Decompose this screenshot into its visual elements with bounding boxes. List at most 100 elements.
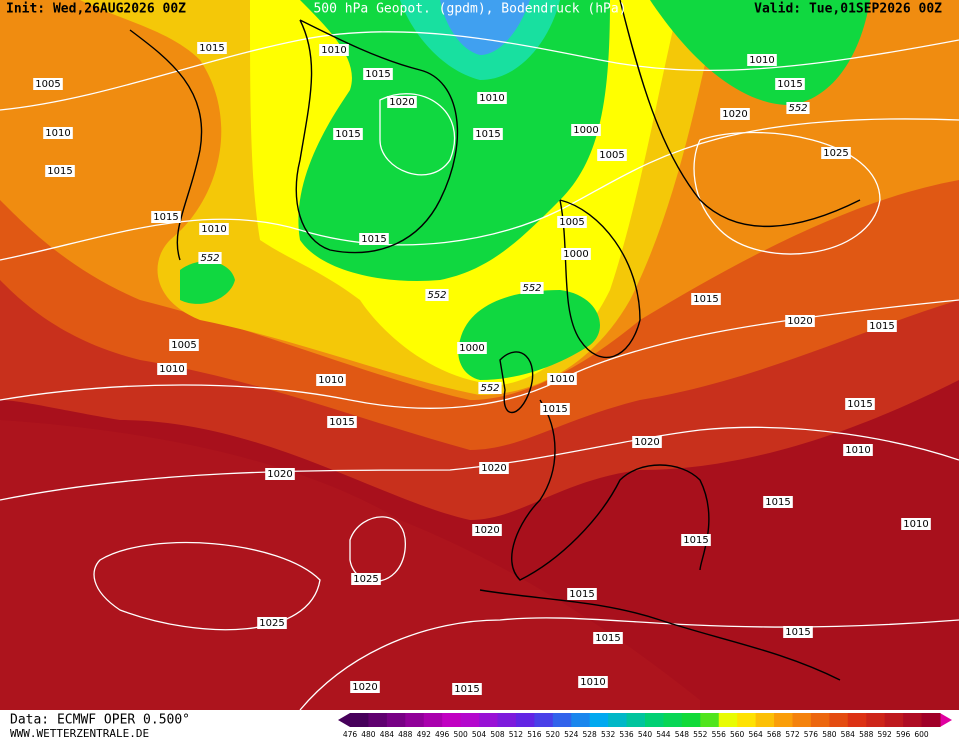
legend-tick-label: 600 bbox=[914, 730, 929, 739]
legend-tick-label: 528 bbox=[583, 730, 598, 739]
legend-swatch bbox=[700, 713, 720, 727]
label-box bbox=[197, 42, 227, 54]
legend-tick-label: 496 bbox=[435, 730, 450, 739]
label-box bbox=[479, 462, 509, 474]
coastlines bbox=[129, 0, 861, 681]
label-box bbox=[747, 54, 777, 66]
label-box bbox=[632, 436, 662, 448]
legend-tick-label: 480 bbox=[361, 730, 376, 739]
legend-swatch bbox=[681, 713, 701, 727]
website: WWW.WETTERZENTRALE.DE bbox=[10, 727, 149, 740]
isobar-label: 1005 bbox=[599, 150, 624, 161]
isobar-label: 1010 bbox=[45, 128, 70, 139]
label-box bbox=[867, 320, 897, 332]
legend-swatch bbox=[608, 713, 628, 727]
label-box bbox=[567, 588, 597, 600]
legend-swatch bbox=[442, 713, 462, 727]
isobar-label: 1010 bbox=[903, 519, 928, 530]
isobar-label: 1005 bbox=[171, 340, 196, 351]
isobar-label: 1010 bbox=[321, 45, 346, 56]
isobar-label: 1015 bbox=[683, 535, 708, 546]
isobar-label: 1020 bbox=[389, 97, 414, 108]
legend-swatch bbox=[737, 713, 757, 727]
legend-swatch bbox=[368, 713, 388, 727]
label-box bbox=[327, 416, 357, 428]
legend-tick-label: 512 bbox=[509, 730, 524, 739]
label-box bbox=[387, 96, 417, 108]
legend-tick-label: 568 bbox=[767, 730, 782, 739]
label-box bbox=[691, 293, 721, 305]
valid-time: Valid: Tue,01SEP2026 00Z bbox=[754, 2, 942, 17]
legend-swatch bbox=[810, 713, 830, 727]
label-box bbox=[43, 127, 73, 139]
legend-swatch bbox=[534, 713, 554, 727]
label-box bbox=[316, 374, 346, 386]
legend-tick-label: 544 bbox=[656, 730, 671, 739]
isobar-label: 1005 bbox=[559, 217, 584, 228]
legend-tick-label: 508 bbox=[490, 730, 505, 739]
label-box bbox=[547, 373, 577, 385]
label-box bbox=[578, 676, 608, 688]
label-box bbox=[477, 92, 507, 104]
legend-tick-label: 476 bbox=[343, 730, 358, 739]
isobar-label: 1015 bbox=[475, 129, 500, 140]
color-legend: 476 480 484 488 492 496 500 504 508 512 516 520 524 5… bbox=[338, 713, 952, 739]
isobar-label: 1020 bbox=[474, 525, 499, 536]
legend-tick-label: 592 bbox=[878, 730, 893, 739]
legend-swatch bbox=[589, 713, 609, 727]
label-box bbox=[157, 363, 187, 375]
legend-swatch bbox=[350, 713, 369, 727]
isobar-label: 1010 bbox=[845, 445, 870, 456]
label-box bbox=[720, 108, 750, 120]
legend-swatch bbox=[903, 713, 923, 727]
legend-swatch bbox=[884, 713, 904, 727]
label-box bbox=[198, 252, 222, 264]
legend-swatch bbox=[755, 713, 775, 727]
map-title: 500 hPa Geopot. (gpdm), Bodendruck (hPa) bbox=[313, 2, 626, 17]
label-box bbox=[473, 128, 503, 140]
label-box bbox=[557, 216, 587, 228]
legend-swatch bbox=[847, 713, 867, 727]
legend-swatch bbox=[921, 713, 941, 727]
label-box bbox=[785, 315, 815, 327]
isobar-label: 1020 bbox=[352, 682, 377, 693]
legend-swatch bbox=[552, 713, 572, 727]
legend-tick-label: 556 bbox=[712, 730, 727, 739]
isobar-label: 1015 bbox=[765, 497, 790, 508]
isobar-label: 1015 bbox=[199, 43, 224, 54]
legend-swatch bbox=[829, 713, 849, 727]
legend-tick-label: 540 bbox=[638, 730, 653, 739]
isobar-label: 1015 bbox=[47, 166, 72, 177]
label-box bbox=[151, 211, 181, 223]
isobar-label: 552 bbox=[522, 283, 541, 294]
legend-tick-label: 564 bbox=[748, 730, 763, 739]
data-source: Data: ECMWF OPER 0.500° bbox=[10, 713, 190, 728]
isobar-label: 1015 bbox=[454, 684, 479, 695]
legend-swatch bbox=[645, 713, 664, 727]
isobar-label: 1015 bbox=[361, 234, 386, 245]
legend-swatch bbox=[405, 713, 425, 727]
isobar-label: 1020 bbox=[481, 463, 506, 474]
label-box bbox=[359, 233, 389, 245]
map-field bbox=[0, 0, 959, 710]
legend-tick-label: 596 bbox=[896, 730, 911, 739]
isobar-label: 1020 bbox=[267, 469, 292, 480]
isobar-label: 1015 bbox=[569, 589, 594, 600]
label-box bbox=[425, 289, 449, 301]
label-box bbox=[821, 147, 851, 159]
label-box bbox=[478, 382, 502, 394]
legend-swatch bbox=[718, 713, 738, 727]
isobar-label: 1015 bbox=[785, 627, 810, 638]
label-box bbox=[593, 632, 623, 644]
isobar-label: 1010 bbox=[749, 55, 774, 66]
label-box bbox=[845, 398, 875, 410]
label-box bbox=[786, 102, 810, 114]
legend-tick-label: 524 bbox=[564, 730, 579, 739]
legend-tick-label: 484 bbox=[380, 730, 395, 739]
legend-tick-label: 552 bbox=[693, 730, 708, 739]
isobar-label: 1010 bbox=[479, 93, 504, 104]
legend-tick-label: 500 bbox=[453, 730, 468, 739]
label-box bbox=[363, 68, 393, 80]
isobar-label: 1015 bbox=[693, 294, 718, 305]
